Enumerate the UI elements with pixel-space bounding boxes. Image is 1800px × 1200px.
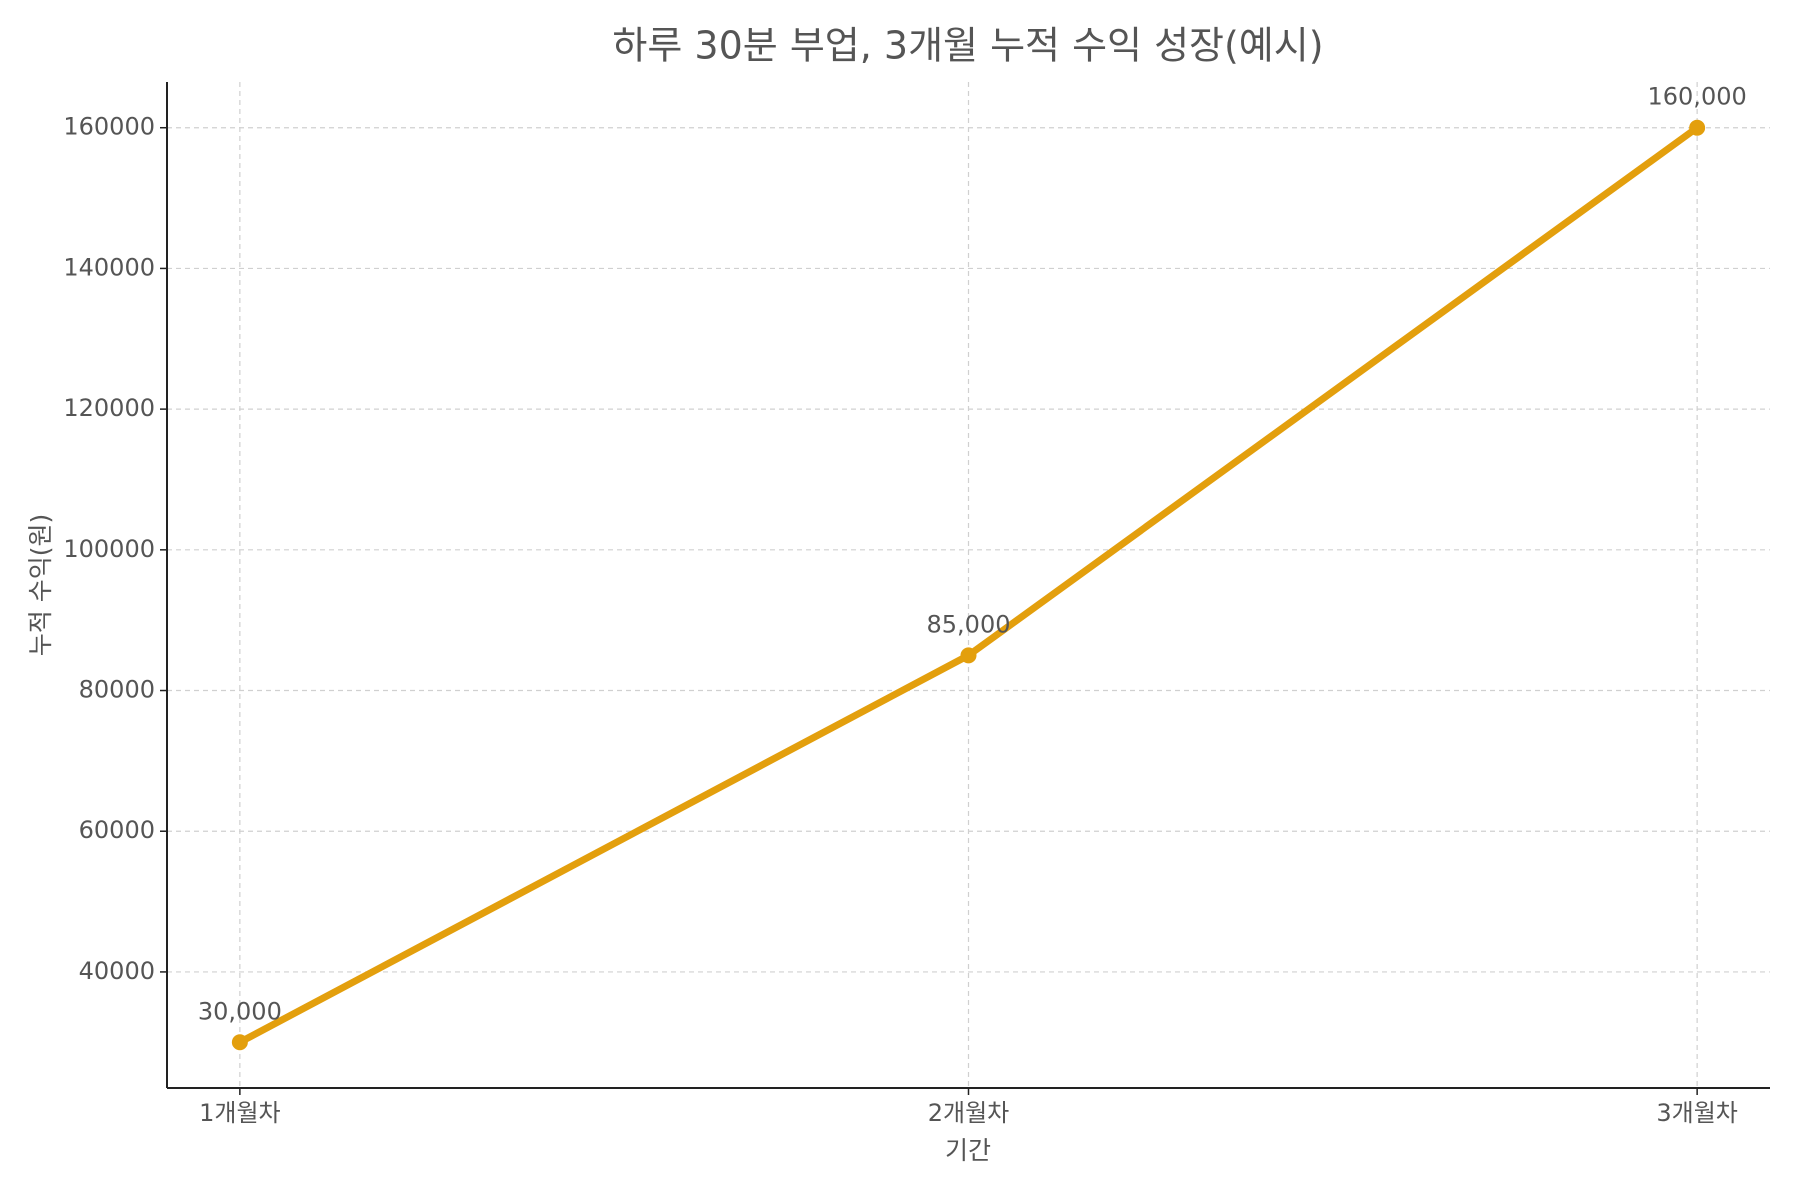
x-tick-label: 1개월차: [199, 1099, 281, 1127]
y-tick-label: 80000: [79, 676, 155, 704]
data-point: [231, 1034, 248, 1051]
data-point: [1689, 119, 1706, 136]
y-tick-label: 60000: [79, 816, 155, 844]
chart-title: 하루 30분 부업, 3개월 누적 수익 성장(예시): [612, 24, 1323, 68]
x-tick-label: 3개월차: [1656, 1099, 1738, 1127]
data-point: [960, 647, 977, 664]
y-tick-label: 40000: [79, 957, 155, 985]
value-label: 30,000: [198, 997, 282, 1025]
x-tick-label: 2개월차: [928, 1099, 1010, 1127]
y-tick-label: 160000: [63, 113, 155, 141]
y-tick-label: 140000: [63, 253, 155, 281]
y-tick-label: 100000: [63, 535, 155, 563]
value-label: 85,000: [927, 610, 1011, 638]
value-label: 160,000: [1648, 83, 1747, 111]
y-axis-title: 누적 수익(원): [26, 514, 55, 656]
x-axis-title: 기간: [945, 1136, 991, 1165]
y-tick-label: 120000: [63, 394, 155, 422]
